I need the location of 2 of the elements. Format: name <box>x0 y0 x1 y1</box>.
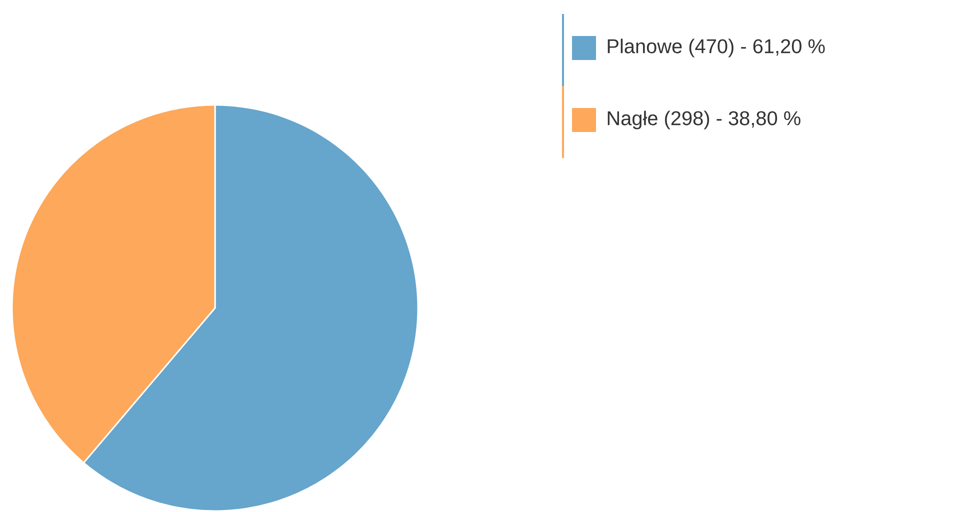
legend-label: Planowe (470) - 61,20 % <box>608 38 825 58</box>
legend-label: Nagłe (298) - 38,80 % <box>608 110 800 130</box>
